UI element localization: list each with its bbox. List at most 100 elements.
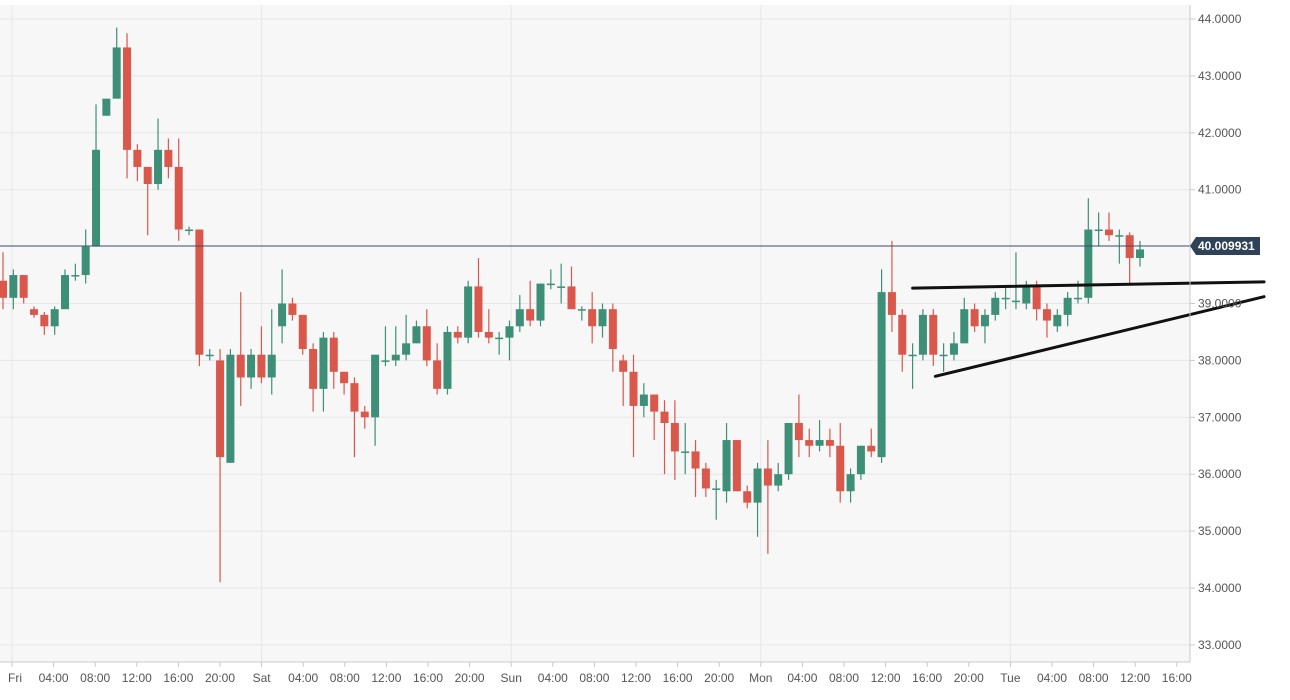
x-axis: Fri 04:00 08:00 12:00 16:00 20:00 Sat 04:00 08:0…	[8, 662, 1192, 685]
candle-down	[216, 360, 225, 458]
x-tick-label: Mon	[749, 671, 772, 685]
candle-up	[50, 309, 59, 327]
y-tick-label: 41.0000	[1198, 183, 1242, 197]
x-tick-label: 20:00	[455, 671, 485, 685]
candle-up	[712, 488, 721, 490]
candle-down	[19, 275, 28, 298]
candle-down	[360, 411, 369, 418]
x-tick-label: 16:00	[912, 671, 942, 685]
candle-up	[980, 314, 989, 327]
candle-up	[371, 354, 380, 418]
x-tick-label: 12:00	[1120, 671, 1150, 685]
x-tick-label: 12:00	[621, 671, 651, 685]
x-tick-label: Sun	[501, 671, 522, 685]
candle-down	[691, 451, 700, 469]
candle-down	[298, 314, 307, 350]
candle-up	[185, 229, 194, 232]
y-tick-label: 42.0000	[1198, 126, 1242, 140]
x-tick-label: 04:00	[538, 671, 568, 685]
trendline-support	[933, 295, 1266, 378]
candle-up	[112, 47, 121, 99]
candle-up	[753, 468, 762, 503]
candles-layer	[0, 27, 1144, 583]
candle-up	[577, 309, 586, 311]
candle-up	[1001, 297, 1010, 300]
candle-down	[794, 422, 803, 441]
candle-down	[1032, 286, 1041, 310]
candle-up	[154, 149, 163, 185]
candle-down	[805, 440, 814, 446]
y-tick-label: 35.0000	[1198, 524, 1242, 538]
current-price-badge: 40.009931	[1190, 237, 1260, 256]
candle-down	[588, 309, 597, 327]
candle-down	[309, 349, 318, 389]
current-price-label: 40.009931	[1198, 239, 1255, 253]
candle-down	[340, 371, 349, 384]
x-tick-label: 12:00	[122, 671, 152, 685]
overlay-layer	[0, 245, 1266, 378]
candle-down	[567, 286, 576, 310]
candle-down	[867, 445, 876, 452]
candle-down	[970, 309, 979, 327]
candle-up	[1063, 297, 1072, 315]
candle-up	[102, 98, 111, 116]
x-tick-label: 20:00	[954, 671, 984, 685]
x-tick-label: 08:00	[579, 671, 609, 685]
candle-down	[1125, 235, 1134, 258]
candle-down	[288, 303, 297, 315]
candle-up	[464, 286, 473, 338]
y-tick-label: 38.0000	[1198, 353, 1242, 367]
candle-down	[670, 422, 679, 452]
candle-down	[474, 286, 483, 332]
candle-down	[619, 360, 628, 372]
candle-down	[236, 354, 245, 378]
x-tick-label: 12:00	[871, 671, 901, 685]
trendline-resistance	[911, 280, 1266, 290]
candle-up	[205, 354, 214, 357]
candle-down	[257, 354, 266, 378]
candle-down	[40, 314, 49, 327]
candle-up	[991, 297, 1000, 315]
candle-down	[732, 440, 741, 492]
x-tick-label: 16:00	[1162, 671, 1192, 685]
x-tick-label: Tue	[1000, 671, 1021, 685]
candle-down	[701, 468, 710, 489]
candle-up	[1053, 314, 1062, 327]
y-axis: 44.0000 43.0000 42.0000 41.0000 39.0000 38.00…	[1190, 12, 1260, 652]
plot-background	[0, 5, 1190, 662]
candle-up	[774, 474, 783, 486]
candle-up	[960, 309, 969, 344]
candle-down	[1104, 229, 1113, 236]
y-tick-label: 33.0000	[1198, 638, 1242, 652]
candle-down	[143, 166, 152, 185]
candle-up	[61, 275, 70, 310]
candle-up	[92, 149, 101, 247]
x-tick-label: 16:00	[663, 671, 693, 685]
x-tick-label: Fri	[8, 671, 22, 685]
candle-up	[1094, 229, 1103, 232]
x-tick-label: 16:00	[163, 671, 193, 685]
candle-up	[267, 354, 276, 378]
candle-up	[412, 326, 421, 344]
x-tick-label: Sat	[253, 671, 272, 685]
candle-up	[557, 286, 566, 288]
candle-down	[350, 383, 359, 412]
candle-up	[402, 343, 411, 355]
x-tick-label: 20:00	[205, 671, 235, 685]
candle-down	[484, 331, 493, 338]
candle-up	[598, 309, 607, 327]
x-tick-label: 16:00	[413, 671, 443, 685]
x-tick-label: 04:00	[1037, 671, 1067, 685]
x-tick-label: 08:00	[829, 671, 859, 685]
y-tick-label: 44.0000	[1198, 12, 1242, 26]
candle-up	[856, 445, 865, 475]
candle-up	[515, 309, 524, 327]
candle-up	[443, 331, 452, 389]
candle-down	[898, 314, 907, 355]
candle-down	[433, 360, 442, 389]
candle-down	[0, 280, 7, 298]
y-tick-label: 36.0000	[1198, 467, 1242, 481]
candle-down	[650, 394, 659, 412]
